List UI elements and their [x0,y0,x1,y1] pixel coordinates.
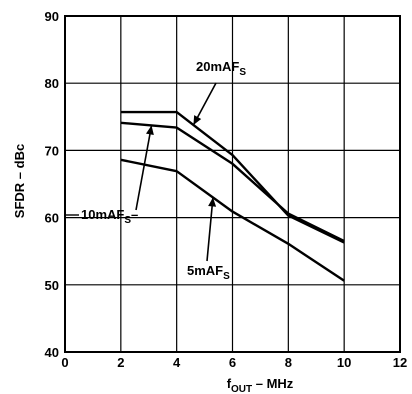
y-tick-label: 50 [45,278,59,293]
x-tick-label: 0 [61,355,68,370]
grid [65,16,400,352]
series-annotations: 20mAFS 10mAFS– 5mAFS [66,59,246,282]
series-lines [120,110,345,282]
x-tick-label: 12 [393,355,407,370]
series-line-1 [120,121,345,243]
y-tick-label: 40 [45,345,59,360]
x-tick-label: 8 [285,355,292,370]
y-tick-label: 90 [45,9,59,24]
x-axis-label-rest: – MHz [252,376,294,391]
y-axis-label: SFDR – dBc [12,144,27,218]
x-tick-label: 2 [117,355,124,370]
leader-line-1 [135,125,153,211]
x-axis-label-sub: OUT [231,384,252,394]
x-axis-label-main: f [227,376,232,391]
x-tick-label: 6 [229,355,236,370]
x-tick-label: 4 [173,355,181,370]
series-label-0: 20mAFS [196,59,246,78]
arrowhead-0 [193,115,202,125]
x-axis-label: fOUT – MHz [227,376,294,394]
series-label-1: 10mAFS– [81,207,138,226]
series-line-0 [120,110,345,244]
x-tick-label: 10 [337,355,351,370]
plot-frame [64,15,401,353]
tick-labels: 0 2 4 6 8 10 12 40 50 60 70 80 90 [45,9,408,370]
arrowhead-1 [145,125,154,136]
y-tick-label: 80 [45,76,59,91]
series-label-2: 5mAFS [187,263,230,282]
y-tick-label: 70 [45,143,59,158]
leader-line-2 [206,197,214,262]
y-tick-label: 60 [45,211,59,226]
series-line-2 [120,158,345,282]
arrowhead-2 [208,197,217,207]
